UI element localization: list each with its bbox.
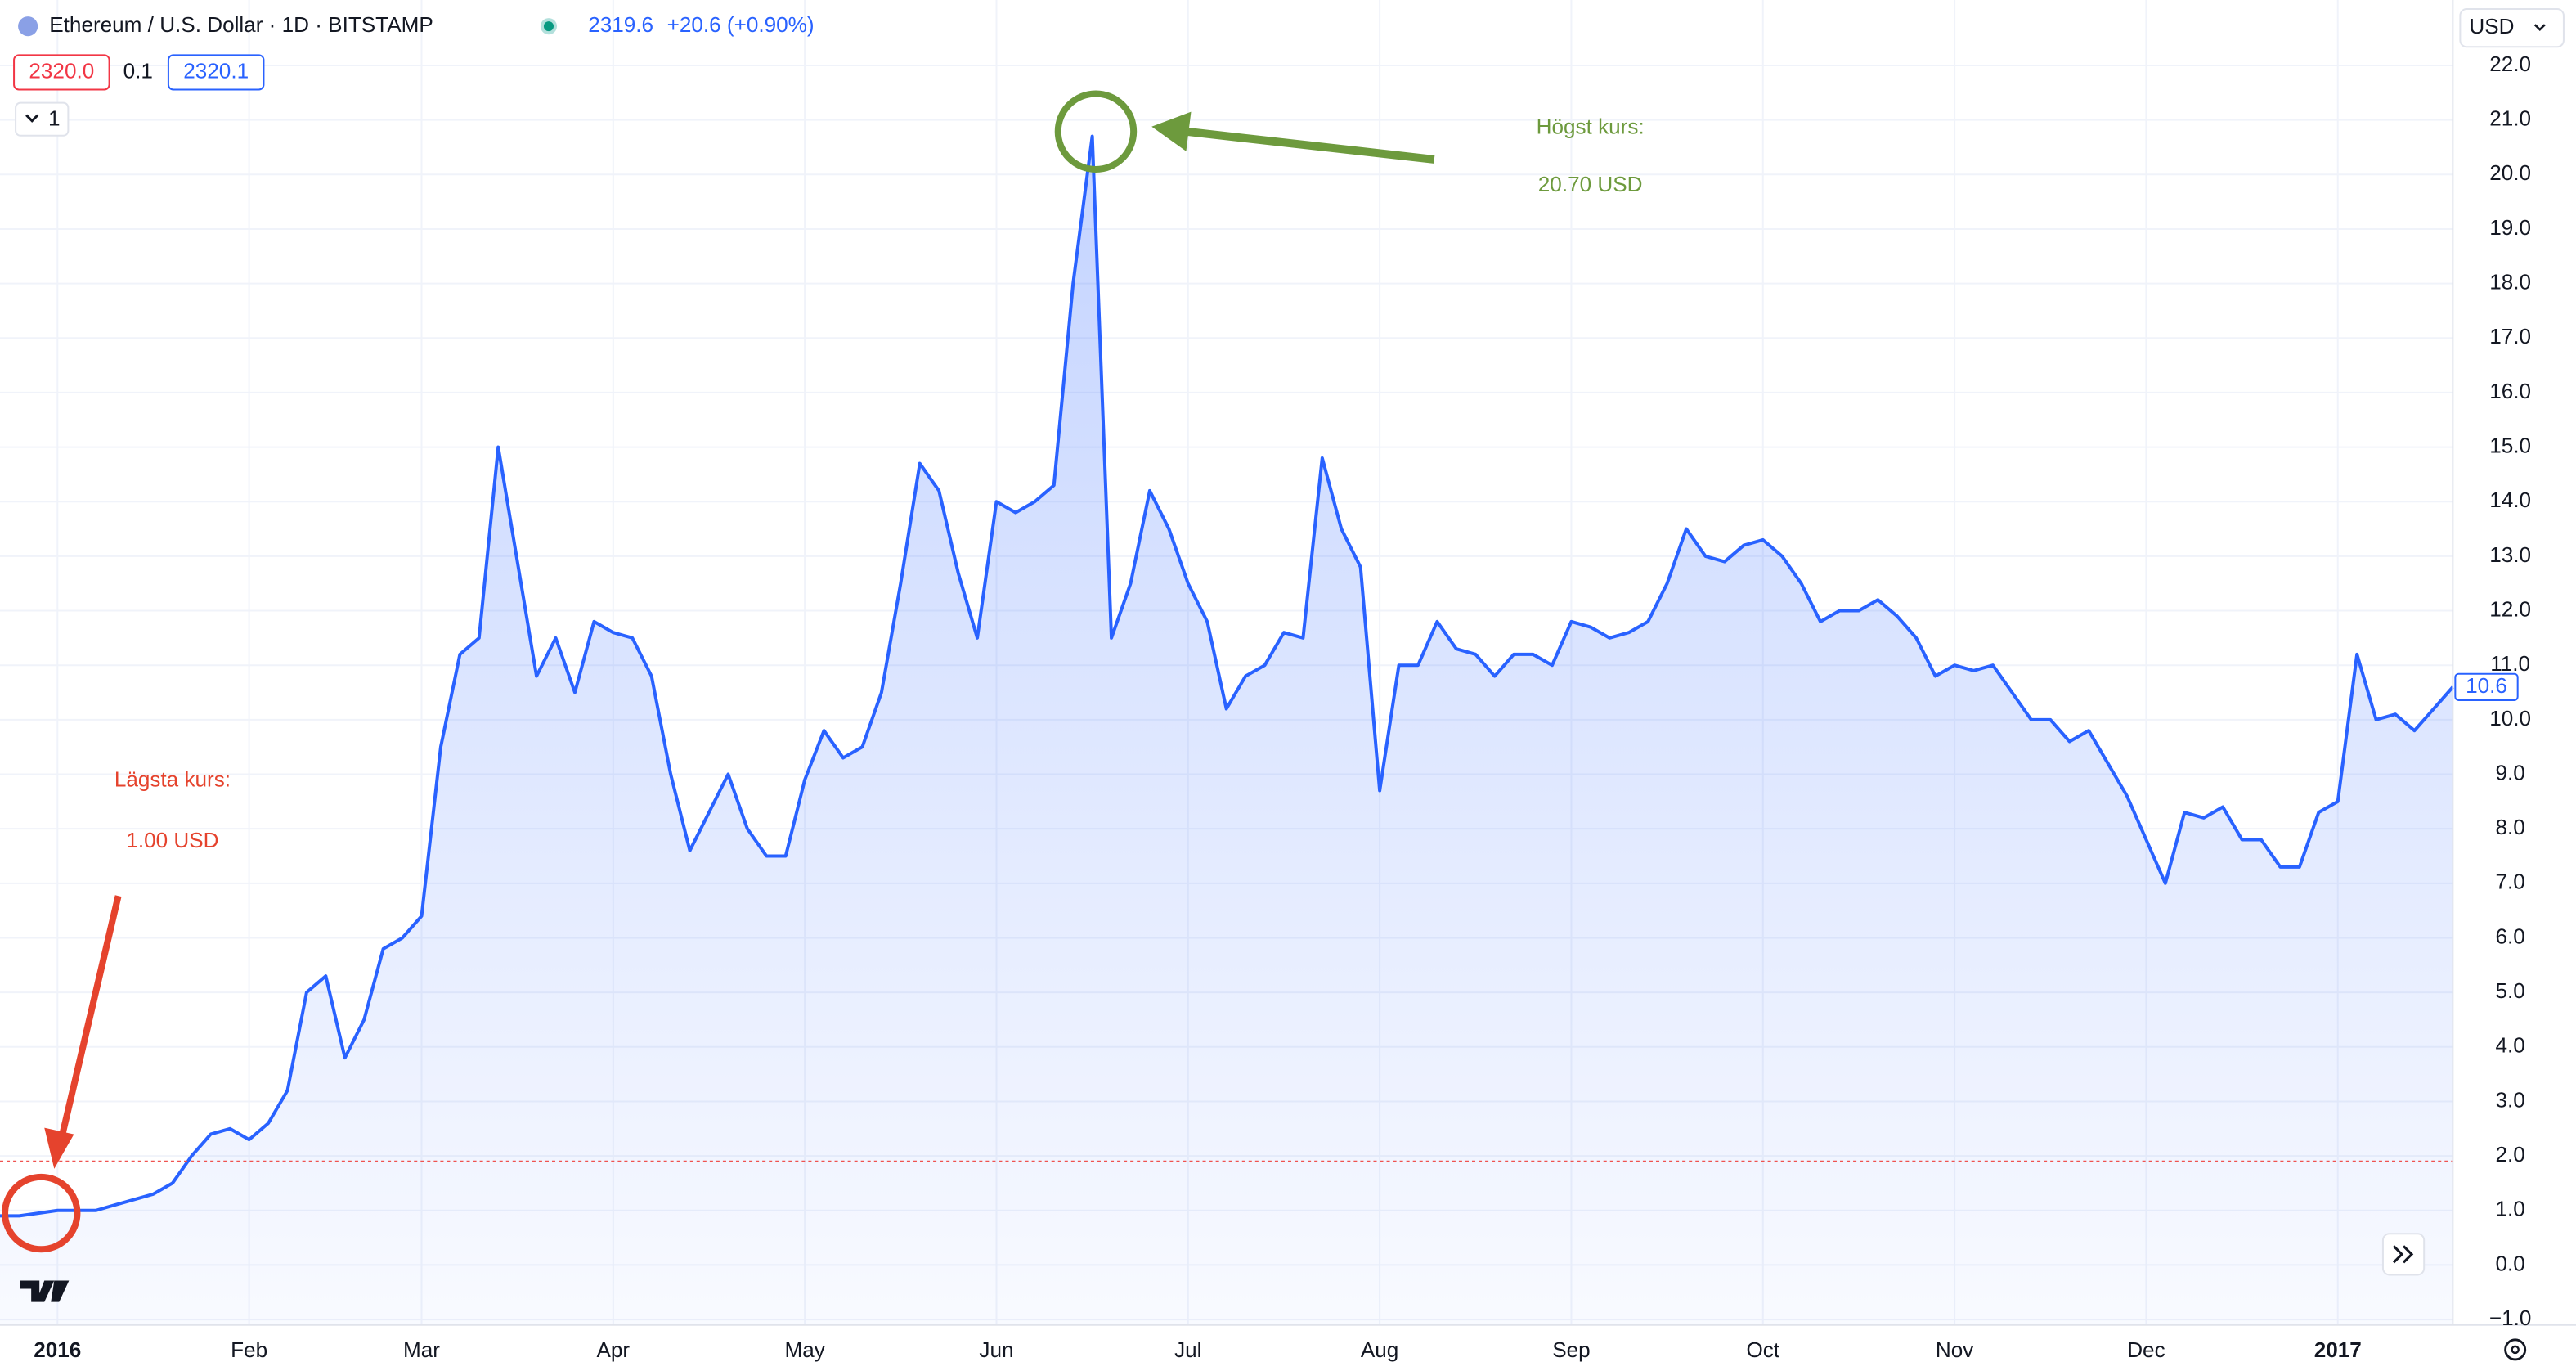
market-status bbox=[543, 21, 554, 32]
y-tick-label: 22.0 bbox=[2489, 52, 2531, 76]
x-tick-label: Oct bbox=[1746, 1337, 1779, 1362]
x-tick-label: Sep bbox=[1552, 1337, 1590, 1362]
price-line bbox=[0, 134, 2454, 1218]
low-circle bbox=[2, 1173, 81, 1253]
y-tick-label: 11.0 bbox=[2490, 651, 2530, 676]
last-price: 2319.6 bbox=[588, 12, 653, 37]
last-value-box bbox=[2454, 672, 2519, 701]
spread: 0.1 bbox=[123, 58, 153, 83]
settings-icon-center bbox=[2511, 1345, 2520, 1355]
y-tick-label: 19.0 bbox=[2489, 215, 2531, 240]
y-tick-label: 4.0 bbox=[2495, 1033, 2524, 1058]
price-change: +20.6 (+0.90%) bbox=[667, 12, 815, 37]
x-tick-label: Jun bbox=[979, 1337, 1013, 1362]
annotation-text: Lägsta kurs: bbox=[114, 766, 231, 791]
double-chevron bbox=[2392, 1245, 2414, 1264]
eth-icon bbox=[18, 16, 38, 37]
y-tick-label: 10.0 bbox=[2489, 706, 2531, 730]
y-tick-label: 18.0 bbox=[2489, 270, 2531, 294]
indicator-toggle[interactable] bbox=[15, 101, 70, 137]
x-tick-label: Jul bbox=[1174, 1337, 1201, 1362]
y-tick-label: 2.0 bbox=[2495, 1142, 2524, 1166]
y-tick-label: 0.0 bbox=[2495, 1251, 2524, 1275]
buy-box[interactable] bbox=[167, 54, 265, 91]
annotation-text: Högst kurs: bbox=[1537, 115, 1645, 139]
indicator-count: 1 bbox=[48, 106, 61, 131]
high-arrow-head bbox=[1151, 111, 1192, 151]
x-tick-label: Apr bbox=[597, 1337, 631, 1362]
y-tick-label: 3.0 bbox=[2495, 1087, 2524, 1112]
y-tick-label: 17.0 bbox=[2489, 324, 2531, 348]
annotations: Högst kurs: 20.70 USD Lägsta kurs: 1.00 USD bbox=[114, 115, 1645, 852]
tv-logo bbox=[20, 1280, 70, 1302]
y-tick-label: 15.0 bbox=[2489, 433, 2531, 457]
low-arrow-shaft bbox=[59, 895, 122, 1135]
buy-price[interactable]: 2320.1 bbox=[183, 58, 249, 83]
y-tick-label: 21.0 bbox=[2489, 106, 2531, 131]
x-tick-label: Nov bbox=[1936, 1337, 1973, 1362]
area-fill bbox=[0, 136, 2453, 1325]
y-tick-label: 14.0 bbox=[2489, 488, 2531, 512]
y-tick-label: 7.0 bbox=[2495, 870, 2524, 894]
x-tick-label: 2017 bbox=[2314, 1337, 2362, 1362]
settings-icon[interactable] bbox=[2504, 1338, 2527, 1361]
y-tick-label: 6.0 bbox=[2495, 924, 2524, 948]
y-tick-label: 1.0 bbox=[2495, 1197, 2524, 1221]
high-circle bbox=[1054, 90, 1138, 173]
annotation-text: 1.00 USD bbox=[126, 828, 218, 852]
sell-box[interactable] bbox=[13, 54, 110, 91]
y-tick-label: −1.0 bbox=[2489, 1306, 2532, 1330]
currency-select[interactable] bbox=[2459, 8, 2565, 48]
sell-price[interactable]: 2320.0 bbox=[29, 58, 94, 83]
plot bbox=[0, 134, 2454, 1325]
x-tick-label: Aug bbox=[1361, 1337, 1398, 1362]
chevron bbox=[2533, 24, 2546, 32]
y-tick-label: 16.0 bbox=[2489, 379, 2531, 403]
x-tick-label: 2016 bbox=[34, 1337, 81, 1362]
last-value-label: 10.6 bbox=[2466, 673, 2507, 698]
y-tick-label: 12.0 bbox=[2489, 596, 2531, 621]
high-arrow-shaft bbox=[1185, 127, 1435, 164]
y-tick-label: 5.0 bbox=[2495, 978, 2524, 1003]
y-tick-label: 9.0 bbox=[2495, 760, 2524, 784]
chevron bbox=[25, 114, 39, 123]
x-tick-label: Dec bbox=[2127, 1337, 2165, 1362]
currency[interactable]: USD bbox=[2469, 14, 2514, 38]
y-tick-label: 13.0 bbox=[2489, 542, 2531, 567]
symbol-title: Ethereum / U.S. Dollar · 1D · BITSTAMP bbox=[49, 12, 433, 37]
x-tick-label: May bbox=[784, 1337, 824, 1362]
y-tick-label: 8.0 bbox=[2495, 815, 2524, 839]
y-tick-label: 20.0 bbox=[2489, 160, 2531, 185]
x-tick-label: Mar bbox=[403, 1337, 440, 1362]
x-tick-label: Feb bbox=[231, 1337, 267, 1362]
annotation-text: 20.70 USD bbox=[1538, 172, 1643, 196]
axes: 22.021.020.019.018.017.016.015.014.013.0… bbox=[34, 52, 2531, 1362]
